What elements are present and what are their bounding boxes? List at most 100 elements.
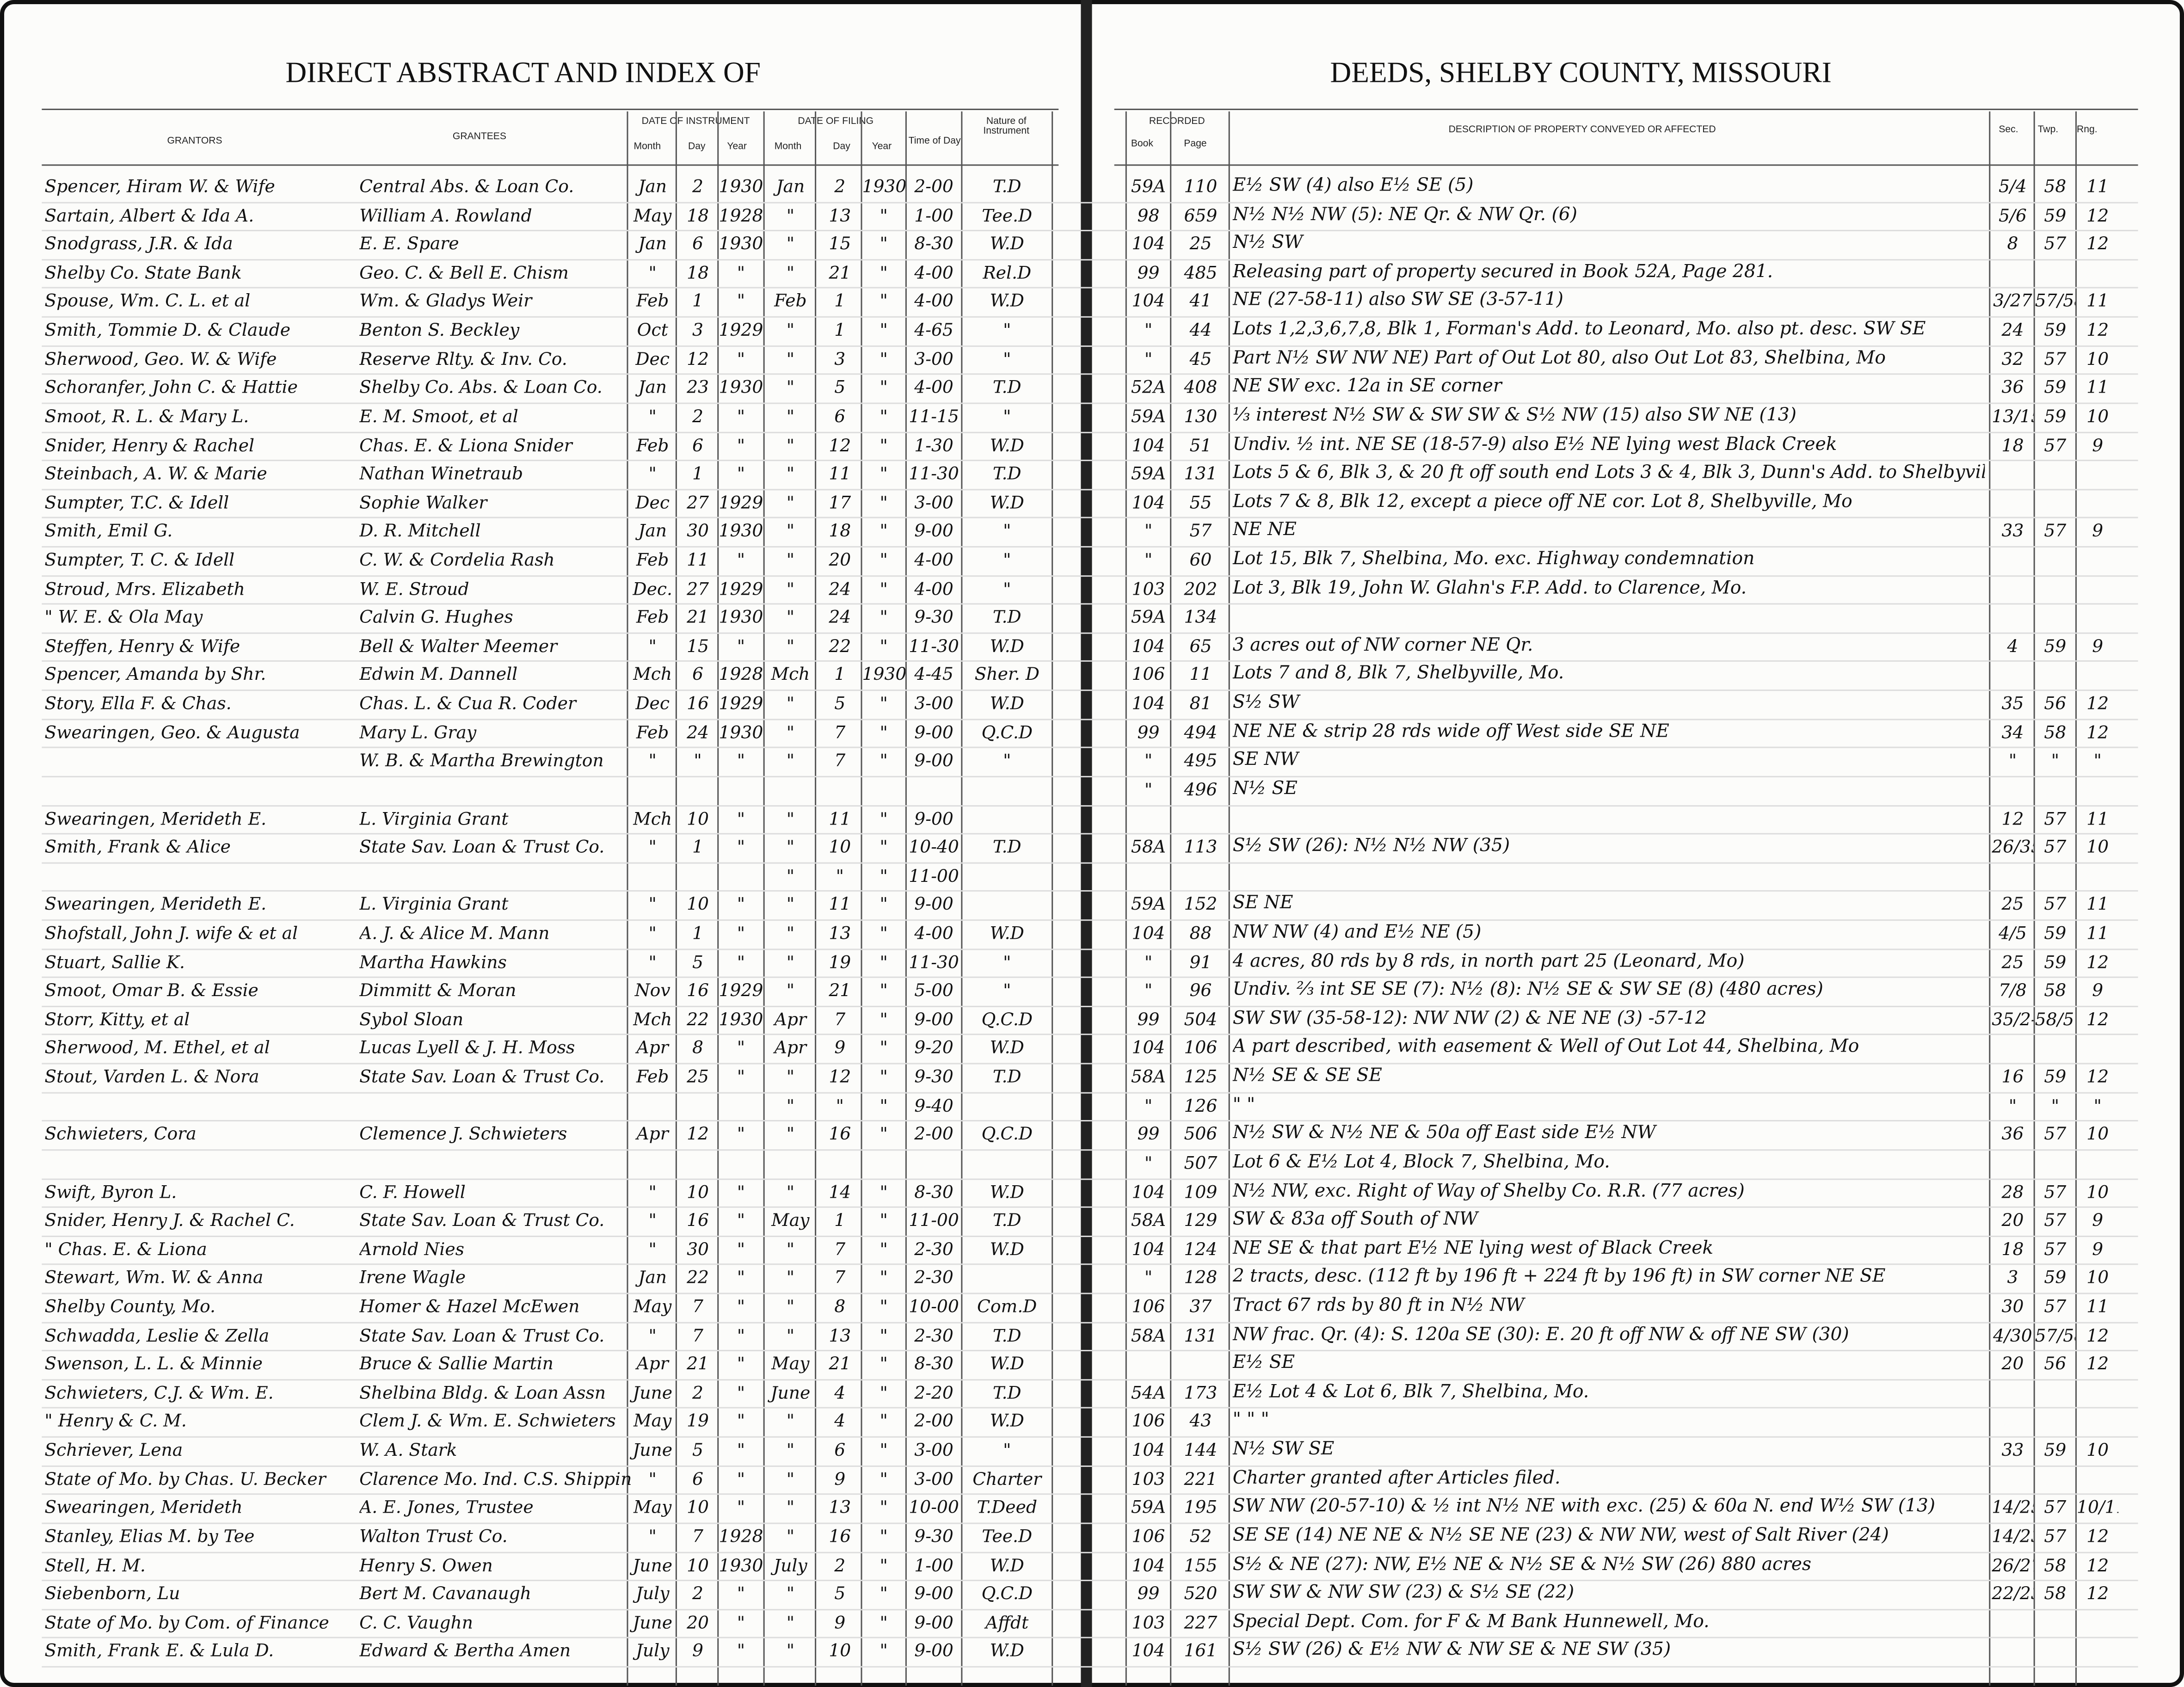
instrument-day: 16 <box>687 692 709 714</box>
book: 104 <box>1132 1554 1165 1575</box>
section: 18 <box>2001 434 2024 455</box>
filing-day: 21 <box>829 261 851 283</box>
instrument-year: 1930 <box>719 233 763 254</box>
instrument-month: " <box>648 750 657 771</box>
row-rule <box>42 1407 2138 1409</box>
grantee: Central Abs. & Loan Co. <box>359 175 574 197</box>
grantee: A. J. & Alice M. Mann <box>359 922 550 943</box>
filing-day: " <box>836 1094 844 1115</box>
range: 10 <box>2086 1267 2109 1288</box>
township: 57 <box>2044 434 2067 455</box>
description: N½ SE <box>1232 778 1298 800</box>
grantee: E. M. Smoot, et al <box>359 405 518 426</box>
row-rule <box>42 1580 2138 1582</box>
township: 57 <box>2044 893 2067 915</box>
section: 25 <box>2001 951 2024 972</box>
page-number: 57 <box>1189 520 1212 541</box>
nature: W.D <box>990 1640 1024 1661</box>
time-of-day: 9-40 <box>914 1094 954 1115</box>
description: Undiv. ⅔ int SE SE (7): N½ (8): N½ SE & … <box>1232 979 1823 1001</box>
filing-month: " <box>786 1267 795 1288</box>
time-of-day: 2-30 <box>914 1238 954 1259</box>
nature: Tee.D <box>982 1525 1033 1546</box>
grantee: State Sav. Loan & Trust Co. <box>359 836 605 857</box>
description: NW frac. Qr. (4): S. 120a SE (30): E. 20… <box>1232 1324 1849 1345</box>
filing-day: 2 <box>834 175 846 197</box>
instrument-day: 16 <box>687 1209 709 1231</box>
nature: W.D <box>990 1410 1024 1432</box>
book: 103 <box>1132 1468 1165 1489</box>
column-rule <box>2075 111 2077 1686</box>
filing-day: 17 <box>829 491 851 512</box>
row-rule <box>42 776 2138 777</box>
instrument-month: Feb <box>636 721 669 742</box>
grantor: Schwadda, Leslie & Zella <box>44 1324 270 1345</box>
filing-year: " <box>880 1468 888 1489</box>
filing-month: " <box>786 1439 795 1460</box>
instrument-year: " <box>737 893 745 915</box>
time-of-day: 9-00 <box>914 721 954 742</box>
time-of-day: 4-00 <box>914 261 954 283</box>
description: SW SW (35-58-12): NW NW (2) & NE NE (3) … <box>1232 1008 1707 1029</box>
nature: W.D <box>990 290 1024 312</box>
instrument-year: 1929 <box>719 491 763 512</box>
nature: W.D <box>990 635 1024 656</box>
township: 58 <box>2044 1554 2067 1575</box>
grantor: Shofstall, John J. wife & et al <box>44 922 298 943</box>
header-rule <box>1114 108 2138 110</box>
grantee: Lucas Lyell & J. H. Moss <box>359 1037 575 1058</box>
book: 58A <box>1131 836 1166 857</box>
description: 4 acres, 80 rds by 8 rds, in north part … <box>1232 951 1745 972</box>
instrument-year: 1930 <box>719 606 763 628</box>
time-of-day: 4-00 <box>914 548 954 570</box>
page-number: 109 <box>1184 1181 1218 1202</box>
row-rule <box>42 1178 2138 1180</box>
page-number: 173 <box>1184 1381 1218 1403</box>
range: 9 <box>2092 1209 2104 1231</box>
row-rule <box>42 488 2138 490</box>
grantor: " Chas. E. & Liona <box>44 1238 207 1259</box>
grantee: Clemence J. Schwieters <box>359 1123 567 1145</box>
filing-year: " <box>880 692 888 714</box>
time-of-day: 2-30 <box>914 1267 954 1288</box>
book: 99 <box>1137 1582 1160 1604</box>
grantor: Smith, Emil G. <box>44 520 173 541</box>
section: 33 <box>2001 1439 2024 1460</box>
section: 14/23/24 <box>1992 1525 2033 1546</box>
grantor: Spouse, Wm. C. L. et al <box>44 290 251 312</box>
instrument-month: Feb <box>636 606 669 628</box>
instrument-year: 1929 <box>719 692 763 714</box>
filing-day: " <box>836 864 844 886</box>
filing-month: " <box>786 261 795 283</box>
grantee: Homer & Hazel McEwen <box>359 1295 580 1317</box>
section: 4 <box>2007 635 2018 656</box>
row-rule <box>42 1494 2138 1496</box>
description: Releasing part of property secured in Bo… <box>1232 261 1773 283</box>
column-header: GRANTEES <box>452 132 506 142</box>
column-rule <box>1170 111 1172 1686</box>
filing-day: 5 <box>834 1582 846 1604</box>
instrument-day: 25 <box>687 1065 709 1087</box>
book: 104 <box>1132 233 1165 254</box>
filing-month: " <box>786 1525 795 1546</box>
filing-day: 2 <box>834 1554 846 1575</box>
description: NE NE <box>1232 520 1297 541</box>
filing-month: July <box>774 1554 807 1575</box>
description: S½ & NE (27): NW, E½ NE & N½ SE & N½ SW … <box>1232 1554 1812 1575</box>
filing-day: 11 <box>829 462 851 484</box>
section: 5/6 <box>1999 204 2027 225</box>
time-of-day: 11-15 <box>909 405 959 426</box>
instrument-year: " <box>737 434 745 455</box>
filing-day: 7 <box>834 1267 846 1288</box>
book: 104 <box>1132 1238 1165 1259</box>
instrument-month: Apr <box>636 1353 669 1374</box>
range: 10 <box>2086 1181 2109 1202</box>
instrument-year: " <box>737 1582 745 1604</box>
township: 59 <box>2044 1065 2067 1087</box>
grantee: Bruce & Sallie Martin <box>359 1353 554 1374</box>
row-rule <box>42 1522 2138 1524</box>
instrument-year: " <box>737 635 745 656</box>
nature: T.Deed <box>977 1496 1037 1518</box>
row-rule <box>42 747 2138 749</box>
